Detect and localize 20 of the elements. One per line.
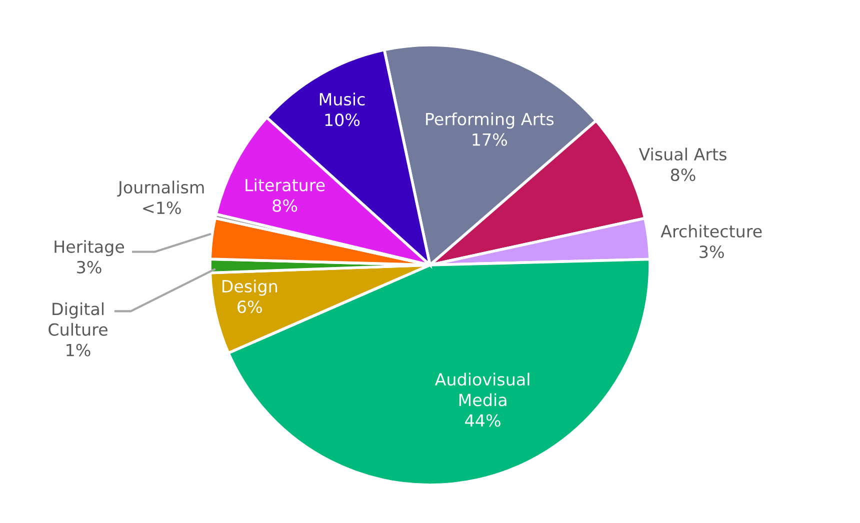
data-label: 44% — [465, 414, 500, 427]
data-label: <1% — [143, 202, 181, 214]
slice-label: Performing Arts — [426, 112, 554, 129]
data-label: 1% — [66, 344, 90, 356]
data-label: 6% — [238, 300, 262, 314]
slice-label: Literature — [246, 178, 325, 192]
data-label: 17% — [472, 133, 507, 146]
data-label: 3% — [77, 260, 102, 274]
slice-label: Journalism — [117, 180, 204, 197]
slice-label: Audiovisual Media — [434, 372, 530, 406]
data-label: 3% — [700, 246, 724, 258]
slice-label: Heritage — [54, 240, 124, 256]
slice-label: Visual Arts — [638, 148, 726, 161]
slice-label: Design — [222, 280, 277, 296]
slice-label: Architecture — [660, 224, 762, 238]
slice-label: Digital Culture — [48, 302, 108, 336]
data-label: 10% — [325, 114, 360, 126]
data-label: 8% — [670, 168, 696, 182]
slice-label: Music — [320, 92, 365, 106]
data-label: 8% — [272, 199, 298, 212]
